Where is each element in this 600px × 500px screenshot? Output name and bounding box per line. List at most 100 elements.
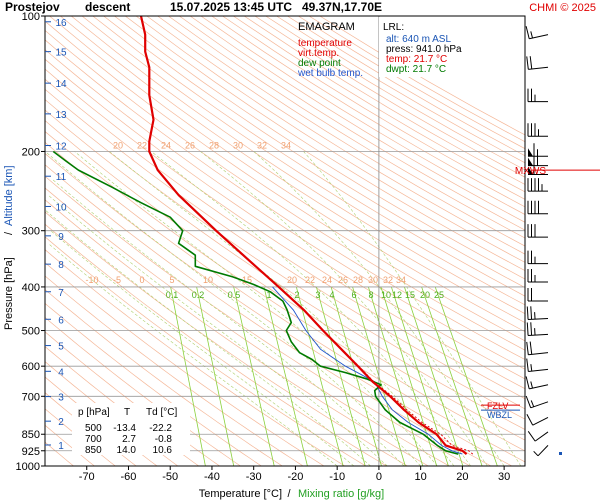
mixing-ratio-label: 8 (368, 290, 373, 300)
dry-adiabat-label: 0 (139, 275, 144, 285)
series-layer (52, 16, 474, 455)
lrl-press: press: 941.0 hPa (386, 44, 462, 55)
dry-adiabat-label: 30 (233, 140, 243, 150)
x-tick-label: -40 (204, 471, 220, 483)
legend-item-temperature: temperature (298, 38, 352, 49)
wind-barb-flag (526, 306, 529, 320)
altitude-tick-label: 10 (55, 202, 67, 213)
pressure-tick-label: 200 (22, 146, 40, 158)
wind-barb (527, 123, 548, 137)
wind-barb (533, 445, 549, 457)
dry-adiabat-label: 26 (338, 275, 348, 285)
mixing-ratio-label: 10 (381, 290, 391, 300)
fzlv-label: FZLV (487, 401, 508, 411)
series-dew-point-line (52, 150, 459, 455)
table-row-t: 2.7 (122, 434, 136, 445)
table-row-td: -0.8 (155, 434, 173, 445)
dry-adiabat-label: 34 (396, 275, 406, 285)
series-temperature-line (139, 16, 468, 455)
wind-barb-half-flag (530, 400, 535, 407)
copyright-label: CHMI © 2025 (529, 2, 596, 14)
dry-adiabat-label: 26 (185, 140, 195, 150)
mixing-ratio-line (233, 286, 275, 466)
dry-adiabat-label: 28 (209, 140, 219, 150)
wind-barb-pennant (528, 148, 533, 157)
dry-adiabat (200, 16, 525, 215)
legend-item-dew-point: dew point (298, 58, 341, 69)
dry-adiabat-label: 28 (353, 275, 363, 285)
mixing-ratio-label: 0.5 (228, 290, 241, 300)
wind-barb (527, 431, 549, 442)
pressure-tick-label: 850 (22, 429, 40, 441)
wind-barb-flag (530, 306, 533, 320)
mixing-ratio-label: 6 (351, 290, 356, 300)
altitude-tick-label: 3 (58, 393, 64, 404)
svg-text:/: / (3, 231, 15, 235)
wind-barb (527, 88, 548, 103)
pressure-tick-label: 300 (22, 226, 40, 238)
dry-adiabat-label: 32 (257, 140, 267, 150)
table-row-p: 850 (85, 445, 102, 456)
moist-adiabat (45, 151, 421, 466)
mixing-ratio-label: 0.2 (192, 290, 205, 300)
altitude-tick-label: 7 (58, 288, 64, 299)
altitude-tick-label: 14 (55, 79, 67, 90)
lrl-box: LRL: alt: 640 m ASL press: 941.0 hPa tem… (379, 17, 477, 77)
altitude-tick-label: 8 (58, 260, 64, 271)
dry-adiabat (189, 16, 525, 223)
wind-barb (527, 200, 548, 215)
wind-barb (527, 178, 548, 192)
mixing-ratio-label: 20 (420, 290, 430, 300)
svg-text:/: / (287, 488, 291, 500)
wind-barbs (525, 26, 562, 457)
mixing-ratio-label: 1 (266, 290, 271, 300)
wind-barb (526, 414, 549, 426)
mixing-ratio-label: 15 (405, 290, 415, 300)
dry-adiabat (146, 16, 525, 255)
lrl-dwpt: dwpt: 21.7 °C (386, 64, 446, 75)
mixing-ratio-line (434, 286, 498, 466)
wind-barb (526, 322, 549, 336)
dry-adiabat-label: 22 (305, 275, 315, 285)
adiabat-labels: 20 22 24 26 28 30 32 34-10 -5 0 5 10 15 20 22 24 26 28 30 3… (85, 140, 444, 300)
wind-barb-flag (526, 322, 529, 336)
dry-adiabat (45, 20, 525, 342)
lrl-alt: alt: 640 m ASL (386, 34, 451, 45)
sounding-coords: 49.37N,17.70E (302, 0, 382, 14)
dry-adiabat (157, 16, 525, 247)
wind-barb-half-flag (530, 381, 533, 389)
mixing-ratio-line (316, 286, 366, 466)
wind-barb (525, 376, 549, 390)
mixing-ratio-label: 0.1 (166, 290, 179, 300)
x-axis-title: Temperature [°C] / Mixing ratio [g/kg] (199, 488, 384, 500)
dry-adiabat (81, 16, 525, 306)
wind-barb-flag (526, 414, 534, 426)
calm-wind-marker (559, 452, 562, 455)
altitude-tick-label: 15 (55, 48, 67, 59)
moist-adiabat (50, 230, 355, 466)
table-row-p: 500 (85, 423, 102, 434)
x-tick-label: -60 (121, 471, 137, 483)
grid-layer (45, 16, 525, 466)
mixing-ratio-label: 25 (434, 290, 444, 300)
legend-item-virtual-temperature: virt.temp. (298, 48, 339, 59)
mixing-ratio-line (380, 286, 438, 466)
wind-barb-pennant (528, 157, 533, 166)
mixing-ratio-line (263, 286, 308, 466)
mixing-ratio-line (404, 286, 464, 466)
dry-adiabat (45, 109, 525, 430)
moist-adiabat (74, 151, 438, 466)
dry-adiabat (135, 16, 525, 263)
wind-barb (525, 395, 549, 409)
sounding-datetime: 15.07.2025 13:45 UTC (170, 0, 292, 14)
x-tick-label: -70 (79, 471, 95, 483)
y-axis-label-altitude: Altitude [km] (3, 165, 15, 226)
mixing-ratio-label: 3 (315, 290, 320, 300)
dry-adiabat-label: 24 (161, 140, 171, 150)
mixing-ratio-label: 4 (329, 290, 334, 300)
wind-barb-flag (525, 376, 530, 390)
dry-adiabat-label: 22 (137, 140, 147, 150)
wind-barb-flag (526, 56, 529, 70)
wind-barb-flag (530, 322, 533, 336)
dry-adiabat-label: 34 (281, 140, 291, 150)
